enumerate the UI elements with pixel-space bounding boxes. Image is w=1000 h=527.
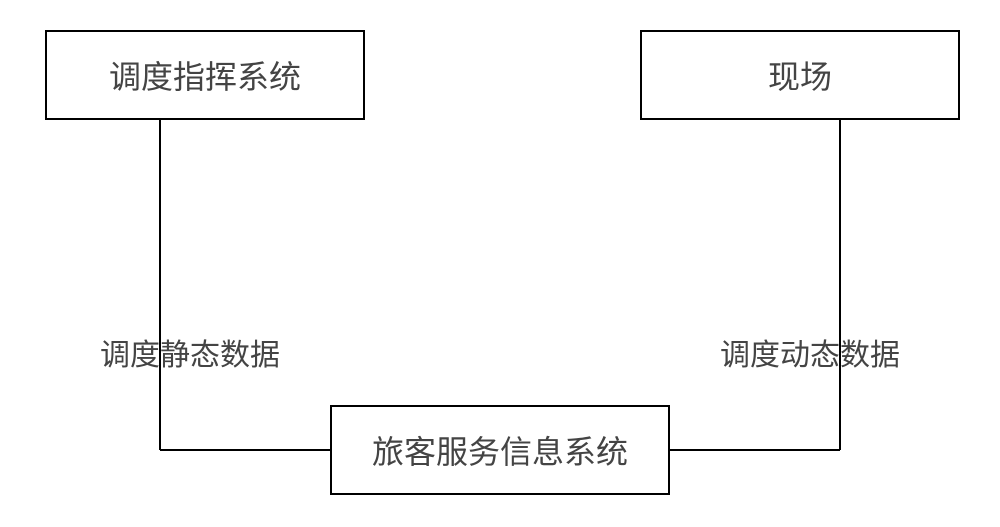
edge-label-e1: 调度静态数据 <box>100 330 280 374</box>
node-label: 调度指挥系统 <box>109 52 301 98</box>
node-label: 旅客服务信息系统 <box>372 427 628 473</box>
node-site: 现场 <box>640 30 960 120</box>
edge-label-e2: 调度动态数据 <box>720 330 900 374</box>
node-dispatch-system: 调度指挥系统 <box>45 30 365 120</box>
node-label: 现场 <box>768 52 832 98</box>
node-passenger-info: 旅客服务信息系统 <box>330 405 670 495</box>
